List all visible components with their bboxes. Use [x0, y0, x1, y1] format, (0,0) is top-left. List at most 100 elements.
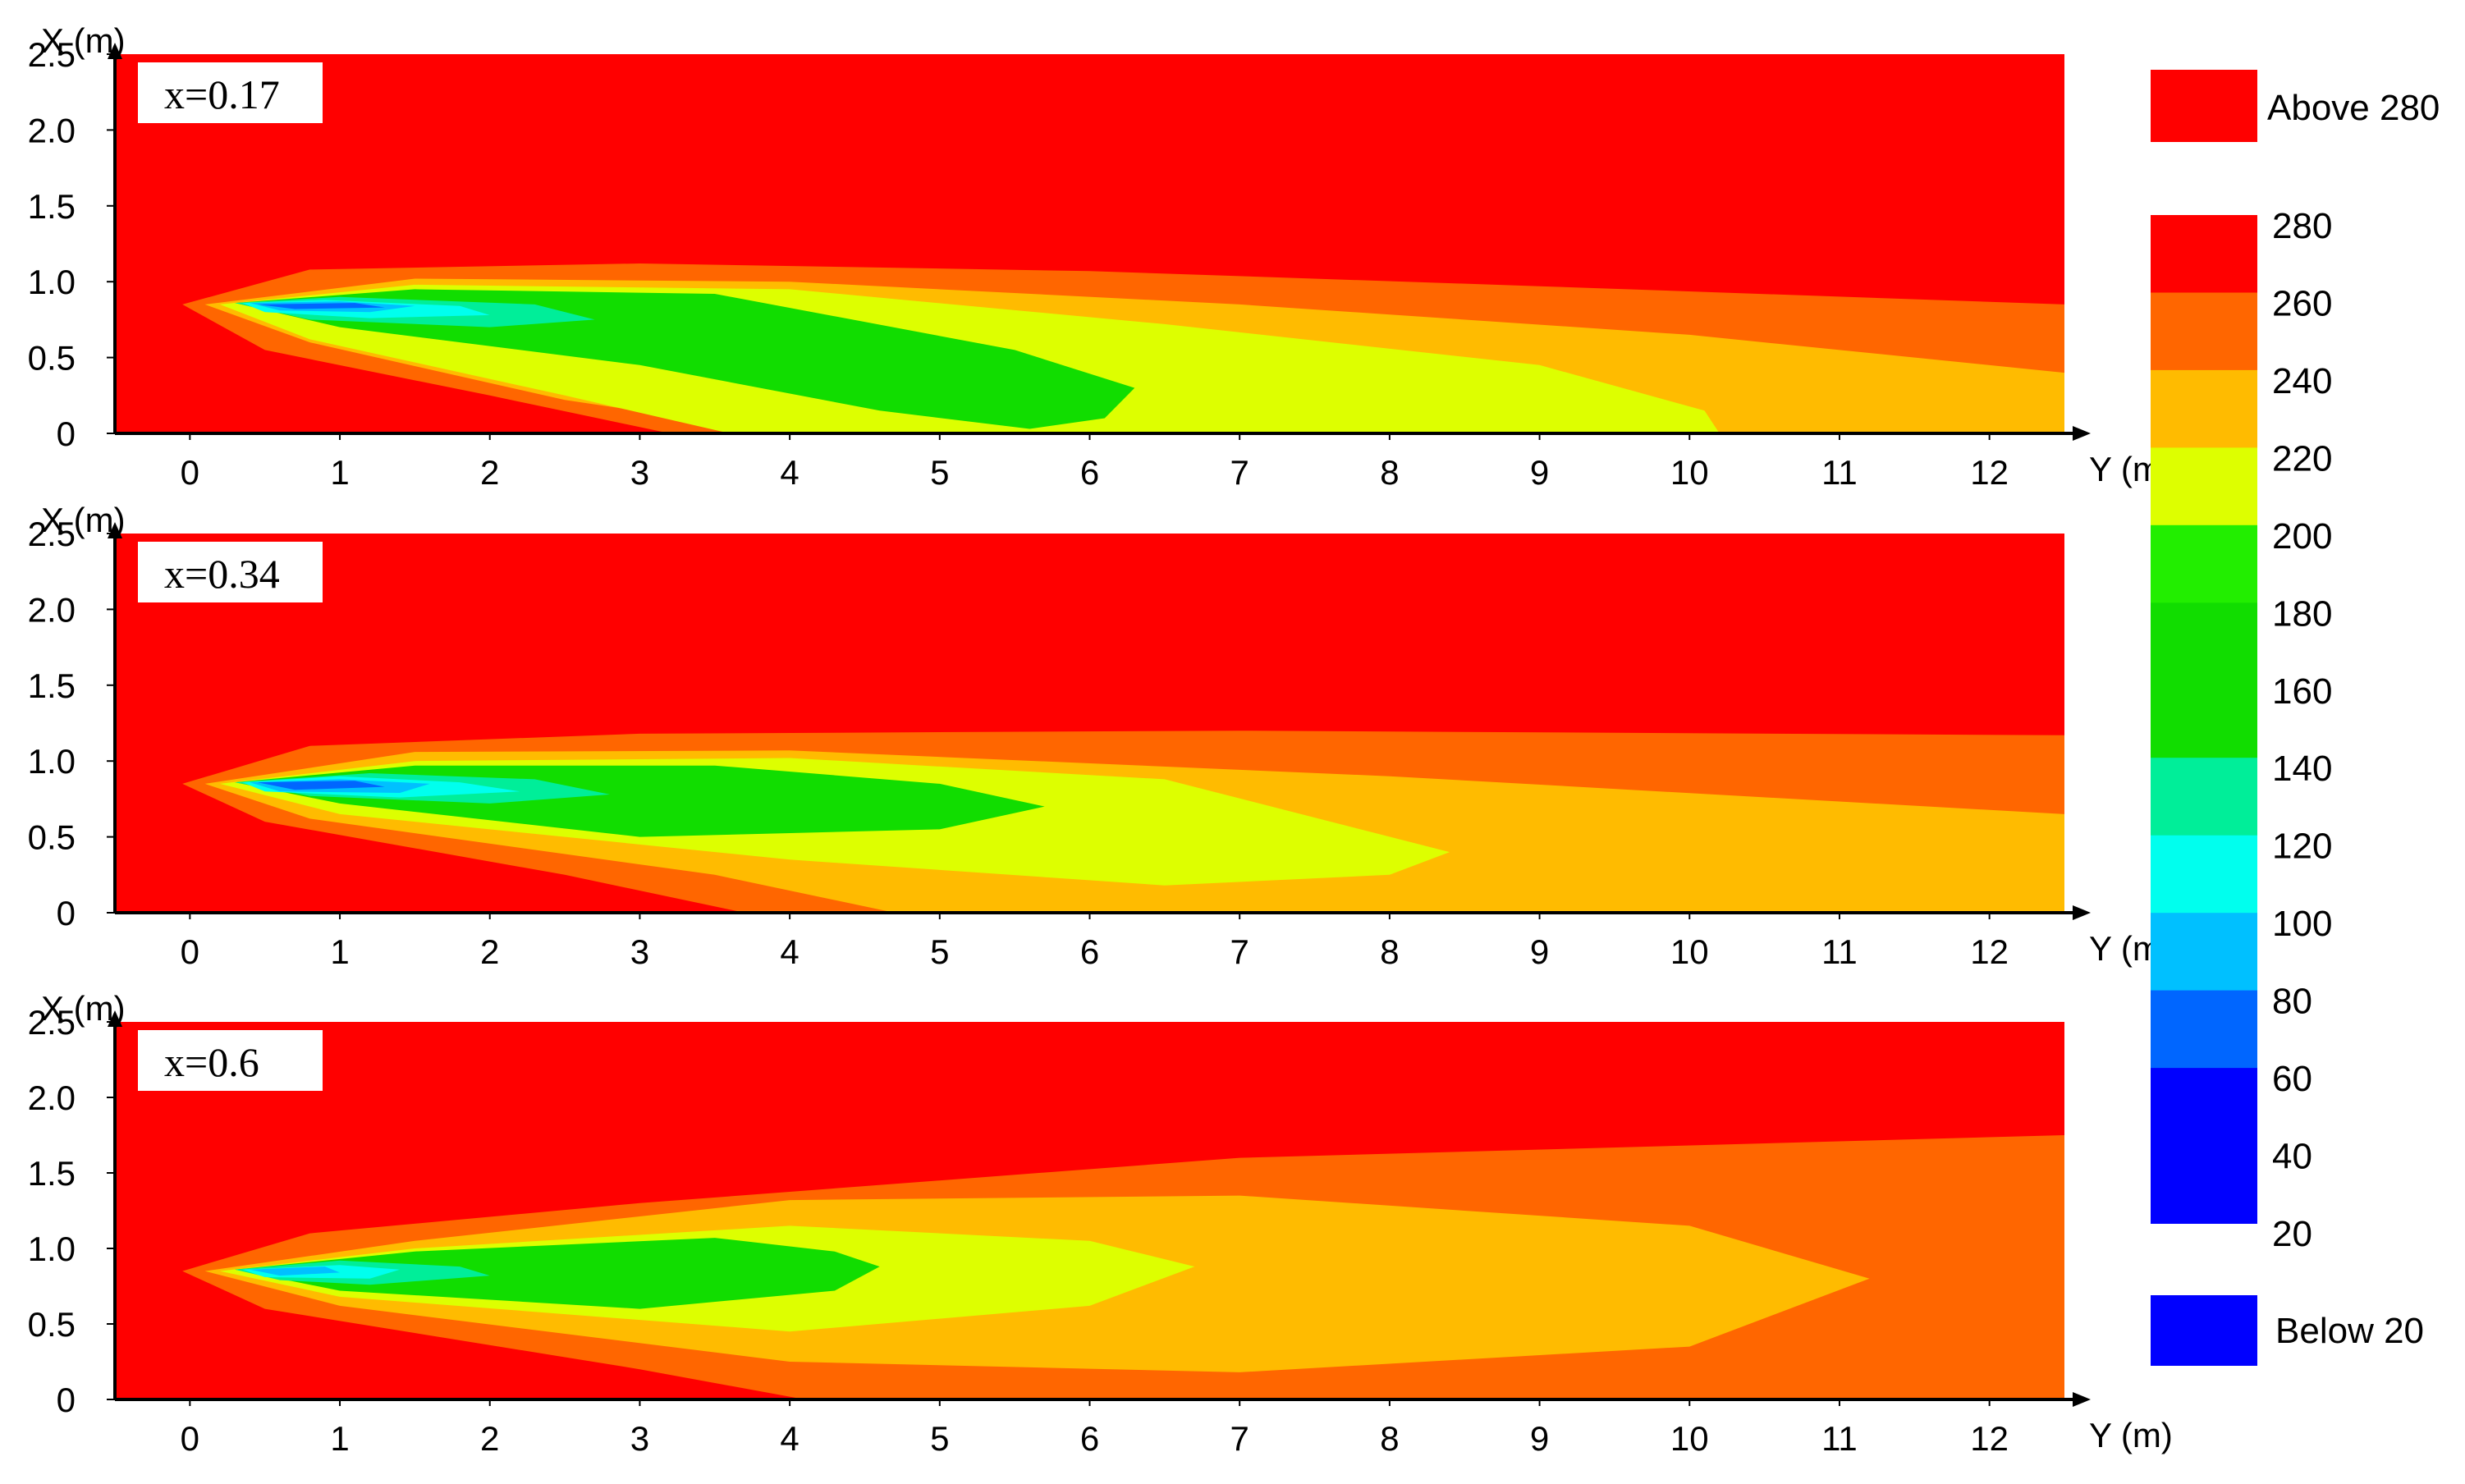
contour-region-60: [257, 781, 385, 790]
x-tick-label: 12: [1970, 932, 2009, 971]
y-tick-label: 1.0: [28, 263, 76, 301]
contour-region-80: [250, 1266, 340, 1276]
x-tick-label: 3: [630, 1419, 649, 1458]
x-tick-label: 4: [780, 453, 799, 492]
legend-band-swatch: [2151, 1068, 2257, 1147]
legend-above-label: Above 280: [2267, 88, 2440, 128]
legend-below-swatch: [2151, 1295, 2257, 1366]
legend-band-swatch: [2151, 447, 2257, 526]
legend-band-swatch: [2151, 524, 2257, 604]
x-tick-label: 9: [1530, 1419, 1549, 1458]
color-legend: Above 280 280 260 240 220 200 180 160 140 120 100 8…: [2151, 70, 2440, 1366]
annotation-box: [138, 62, 323, 123]
x-axis-arrow: [2073, 426, 2091, 441]
y-tick-label: 2.5: [28, 1003, 76, 1042]
x-tick-label: 7: [1230, 453, 1249, 492]
legend-band-swatch: [2151, 602, 2257, 681]
y-axis-label: X (m): [41, 21, 126, 60]
legend-band-label: 80: [2272, 982, 2312, 1022]
x-tick-label: 8: [1380, 1419, 1399, 1458]
x-tick-label: 12: [1970, 453, 2009, 492]
y-tick-label: 1.5: [28, 1154, 76, 1193]
y-tick-label: 2.0: [28, 590, 76, 629]
x-tick-label: 1: [330, 932, 349, 971]
x-tick-label: 5: [930, 932, 949, 971]
legend-band-label: 60: [2272, 1059, 2312, 1099]
x-axis-arrow: [2073, 1392, 2091, 1407]
x-tick-label: 11: [1821, 453, 1858, 492]
legend-band-swatch: [2151, 680, 2257, 759]
y-tick-label: 2.0: [28, 111, 76, 149]
x-tick-label: 11: [1821, 1419, 1858, 1458]
y-tick-label: 0.5: [28, 818, 76, 857]
y-tick-label: 0: [57, 894, 76, 932]
legend-band-swatch: [2151, 1145, 2257, 1224]
legend-band-swatch: [2151, 292, 2257, 371]
legend-band-label: 200: [2272, 516, 2332, 556]
x-tick-label: 0: [181, 1419, 199, 1458]
legend-band-swatch: [2151, 369, 2257, 449]
legend-band-label: 100: [2272, 904, 2332, 944]
x-axis-label: Y (m): [2089, 1416, 2173, 1454]
annotation-box: [138, 542, 323, 602]
x-tick-label: 8: [1380, 453, 1399, 492]
y-tick-label: 0: [57, 1381, 76, 1419]
legend-band-label: 240: [2272, 361, 2332, 401]
legend-band-label: 120: [2272, 827, 2332, 867]
y-tick-label: 1.0: [28, 742, 76, 781]
x-tick-label: 0: [181, 932, 199, 971]
x-tick-label: 1: [330, 453, 349, 492]
annotation-box: [138, 1030, 323, 1091]
legend-above-swatch: [2151, 70, 2257, 142]
y-tick-label: 1.5: [28, 187, 76, 226]
contour-region-60: [257, 303, 385, 309]
y-tick-label: 2.5: [28, 515, 76, 553]
x-tick-label: 4: [780, 932, 799, 971]
annotation-label: x=0.6: [164, 1039, 259, 1085]
x-tick-label: 5: [930, 453, 949, 492]
x-tick-label: 9: [1530, 453, 1549, 492]
legend-below-label: Below 20: [2275, 1311, 2424, 1351]
x-tick-label: 6: [1080, 932, 1099, 971]
legend-band-label: 220: [2272, 438, 2332, 479]
x-tick-label: 12: [1970, 1419, 2009, 1458]
annotation-label: x=0.34: [164, 551, 280, 597]
x-tick-label: 2: [480, 932, 499, 971]
x-tick-label: 0: [181, 453, 199, 492]
x-tick-label: 7: [1230, 932, 1249, 971]
legend-band-label: 20: [2272, 1214, 2312, 1254]
annotation-label: x=0.17: [164, 71, 280, 117]
y-tick-label: 0.5: [28, 339, 76, 378]
x-tick-label: 5: [930, 1419, 949, 1458]
x-axis-arrow: [2073, 905, 2091, 920]
y-tick-label: 1.0: [28, 1230, 76, 1268]
y-axis-label: X (m): [41, 501, 126, 539]
x-tick-label: 10: [1670, 932, 1709, 971]
y-tick-label: 0.5: [28, 1305, 76, 1344]
legend-band-label: 160: [2272, 671, 2332, 712]
x-tick-label: 10: [1670, 453, 1709, 492]
y-tick-label: 0: [57, 415, 76, 453]
legend-band-swatch: [2151, 990, 2257, 1069]
legend-band-label: 260: [2272, 284, 2332, 324]
legend-band-swatch: [2151, 835, 2257, 914]
y-tick-label: 2.0: [28, 1079, 76, 1117]
x-tick-label: 11: [1821, 932, 1858, 971]
legend-band-label: 280: [2272, 206, 2332, 246]
x-tick-label: 4: [780, 1419, 799, 1458]
y-axis-label: X (m): [41, 989, 126, 1028]
x-tick-label: 3: [630, 453, 649, 492]
legend-band-label: 180: [2272, 593, 2332, 634]
legend-band-swatch: [2151, 758, 2257, 836]
x-tick-label: 9: [1530, 932, 1549, 971]
x-tick-label: 6: [1080, 1419, 1099, 1458]
x-tick-label: 7: [1230, 1419, 1249, 1458]
x-tick-label: 3: [630, 932, 649, 971]
x-tick-label: 10: [1670, 1419, 1709, 1458]
x-tick-label: 8: [1380, 932, 1399, 971]
contour-region-220: [235, 1238, 880, 1309]
y-tick-label: 2.5: [28, 35, 76, 74]
